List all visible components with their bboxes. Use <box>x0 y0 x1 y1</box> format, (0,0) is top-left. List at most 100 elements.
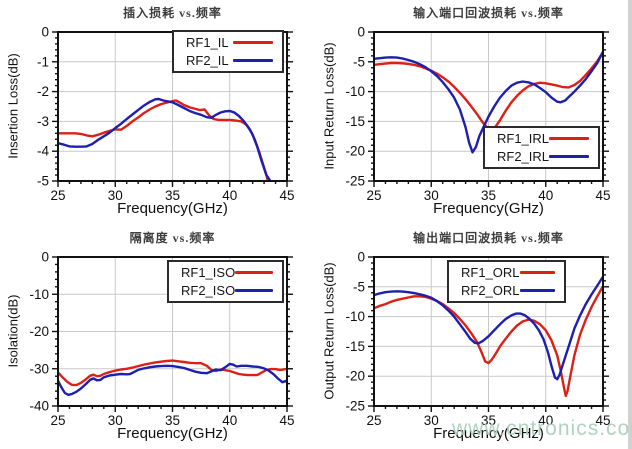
svg-text:0: 0 <box>41 25 49 40</box>
y-axis-label: Input Return Loss(dB) <box>321 42 337 170</box>
legend-label: RF2_IL <box>186 53 229 68</box>
svg-text:45: 45 <box>595 413 610 428</box>
svg-text:35: 35 <box>165 413 180 428</box>
blue-line-swatch <box>519 289 555 292</box>
legend-item: RF2_IL <box>174 53 282 68</box>
svg-text:0: 0 <box>41 250 49 265</box>
svg-text:-10: -10 <box>345 84 365 99</box>
svg-text:0: 0 <box>357 250 365 265</box>
svg-text:-10: -10 <box>345 309 365 324</box>
chart-input-return-loss: 25 30 35 40 45 0 -5 -10 -15 -20 -25 输入端口回波损耗 vs.频率… <box>316 0 632 224</box>
legend-item: RF1_IRL <box>485 131 598 146</box>
svg-text:40: 40 <box>222 188 237 203</box>
y-axis-label: Output Return Loss(dB) <box>321 262 337 400</box>
svg-text:25: 25 <box>366 413 381 428</box>
svg-text:30: 30 <box>108 188 123 203</box>
svg-text:35: 35 <box>165 188 180 203</box>
chart-output-return-loss: 25 30 35 40 45 0 -5 -10 -15 -20 -25 输出端口回波损耗 vs.频率… <box>316 225 632 449</box>
svg-text:-25: -25 <box>345 399 365 414</box>
red-line-swatch <box>549 137 589 140</box>
legend-label: RF1_ORL <box>461 265 520 280</box>
series-RF2_IL <box>58 97 272 181</box>
legend-item: RF2_ORL <box>449 283 564 298</box>
blue-line-swatch <box>235 289 273 292</box>
blue-line-swatch <box>549 155 589 158</box>
x-axis-label: Frequency(GHz) <box>433 425 544 442</box>
legend: RF1_ORL RF2_ORL <box>447 260 566 303</box>
legend: RF1_ISO RF2_ISO <box>167 260 284 303</box>
red-line-swatch <box>519 271 555 274</box>
plot-area: 25 30 35 40 45 0 -10 -20 -30 -40 <box>29 250 294 429</box>
svg-text:45: 45 <box>279 188 294 203</box>
series-RF2_IRL <box>374 50 603 154</box>
screen-edge-artifact <box>628 0 632 449</box>
svg-text:35: 35 <box>481 188 496 203</box>
svg-text:40: 40 <box>222 413 237 428</box>
x-axis-label: Frequency(GHz) <box>433 200 544 217</box>
chart-insertion-loss: 25 30 35 40 45 0 -1 -2 -3 -4 -5 插入损耗 vs.频率 Inserti… <box>0 0 316 224</box>
legend: RF1_IRL RF2_IRL <box>483 126 600 169</box>
legend-label: RF2_ISO <box>181 283 236 298</box>
svg-text:-20: -20 <box>345 144 365 159</box>
red-line-swatch <box>233 41 273 44</box>
svg-text:35: 35 <box>481 413 496 428</box>
legend-label: RF1_IRL <box>497 131 550 146</box>
legend-label: RF1_IL <box>186 35 229 50</box>
svg-text:-40: -40 <box>29 399 49 414</box>
svg-text:30: 30 <box>424 413 439 428</box>
svg-text:-1: -1 <box>37 54 49 69</box>
chart-title: 输出端口回波损耗 vs.频率 <box>413 231 564 245</box>
chart-title: 输入端口回波损耗 vs.频率 <box>413 6 564 20</box>
series-RF1_IL <box>58 99 270 181</box>
svg-text:-20: -20 <box>345 369 365 384</box>
svg-text:-15: -15 <box>345 114 365 129</box>
svg-text:0: 0 <box>357 25 365 40</box>
legend: RF1_IL RF2_IL <box>172 30 284 73</box>
svg-text:45: 45 <box>279 413 294 428</box>
watermark: www.cntronics.com <box>452 417 632 440</box>
series-RF2_ISO <box>58 362 287 397</box>
svg-text:-15: -15 <box>345 339 365 354</box>
blue-line-swatch <box>233 59 273 62</box>
svg-text:40: 40 <box>538 413 553 428</box>
x-axis-label: Frequency(GHz) <box>117 425 228 442</box>
svg-text:-5: -5 <box>37 174 49 189</box>
legend-item: RF1_ISO <box>169 265 282 280</box>
chart-title: 插入损耗 vs.频率 <box>123 6 222 20</box>
svg-text:45: 45 <box>595 188 610 203</box>
chart-isolation: 25 30 35 40 45 0 -10 -20 -30 -40 隔离度 vs.频率 Isolat… <box>0 225 316 449</box>
legend-item: RF1_ORL <box>449 265 564 280</box>
plot-area: 25 30 35 40 45 0 -5 -10 -15 -20 -25 <box>345 25 610 204</box>
svg-text:30: 30 <box>108 413 123 428</box>
legend-item: RF1_IL <box>174 35 282 50</box>
red-line-swatch <box>235 271 273 274</box>
chart-title: 隔离度 vs.频率 <box>129 231 216 245</box>
plot-area: 25 30 35 40 45 0 -5 -10 -15 -20 -25 <box>345 250 610 429</box>
series-RF2_ORL <box>374 275 603 381</box>
y-axis-label: Insertion Loss(dB) <box>5 53 21 159</box>
legend-item: RF2_ISO <box>169 283 282 298</box>
svg-text:-5: -5 <box>353 279 365 294</box>
svg-text:-20: -20 <box>29 324 49 339</box>
svg-text:-25: -25 <box>345 174 365 189</box>
y-axis-label: Isolation(dB) <box>5 294 21 368</box>
svg-text:-5: -5 <box>353 54 365 69</box>
svg-text:-3: -3 <box>37 114 49 129</box>
plot-area: 25 30 35 40 45 0 -1 -2 -3 -4 -5 <box>37 25 295 204</box>
series-RF1_ISO <box>58 359 287 387</box>
svg-text:30: 30 <box>424 188 439 203</box>
legend-label: RF1_ISO <box>181 265 236 280</box>
x-axis-label: Frequency(GHz) <box>117 200 228 217</box>
svg-text:-4: -4 <box>37 144 49 159</box>
svg-text:25: 25 <box>50 413 65 428</box>
legend-label: RF2_ORL <box>461 283 520 298</box>
svg-text:25: 25 <box>50 188 65 203</box>
svg-text:25: 25 <box>366 188 381 203</box>
legend-label: RF2_IRL <box>497 149 550 164</box>
series-RF1_ORL <box>374 285 603 398</box>
svg-text:-10: -10 <box>29 287 49 302</box>
legend-item: RF2_IRL <box>485 149 598 164</box>
svg-text:-30: -30 <box>29 361 49 376</box>
svg-text:40: 40 <box>538 188 553 203</box>
